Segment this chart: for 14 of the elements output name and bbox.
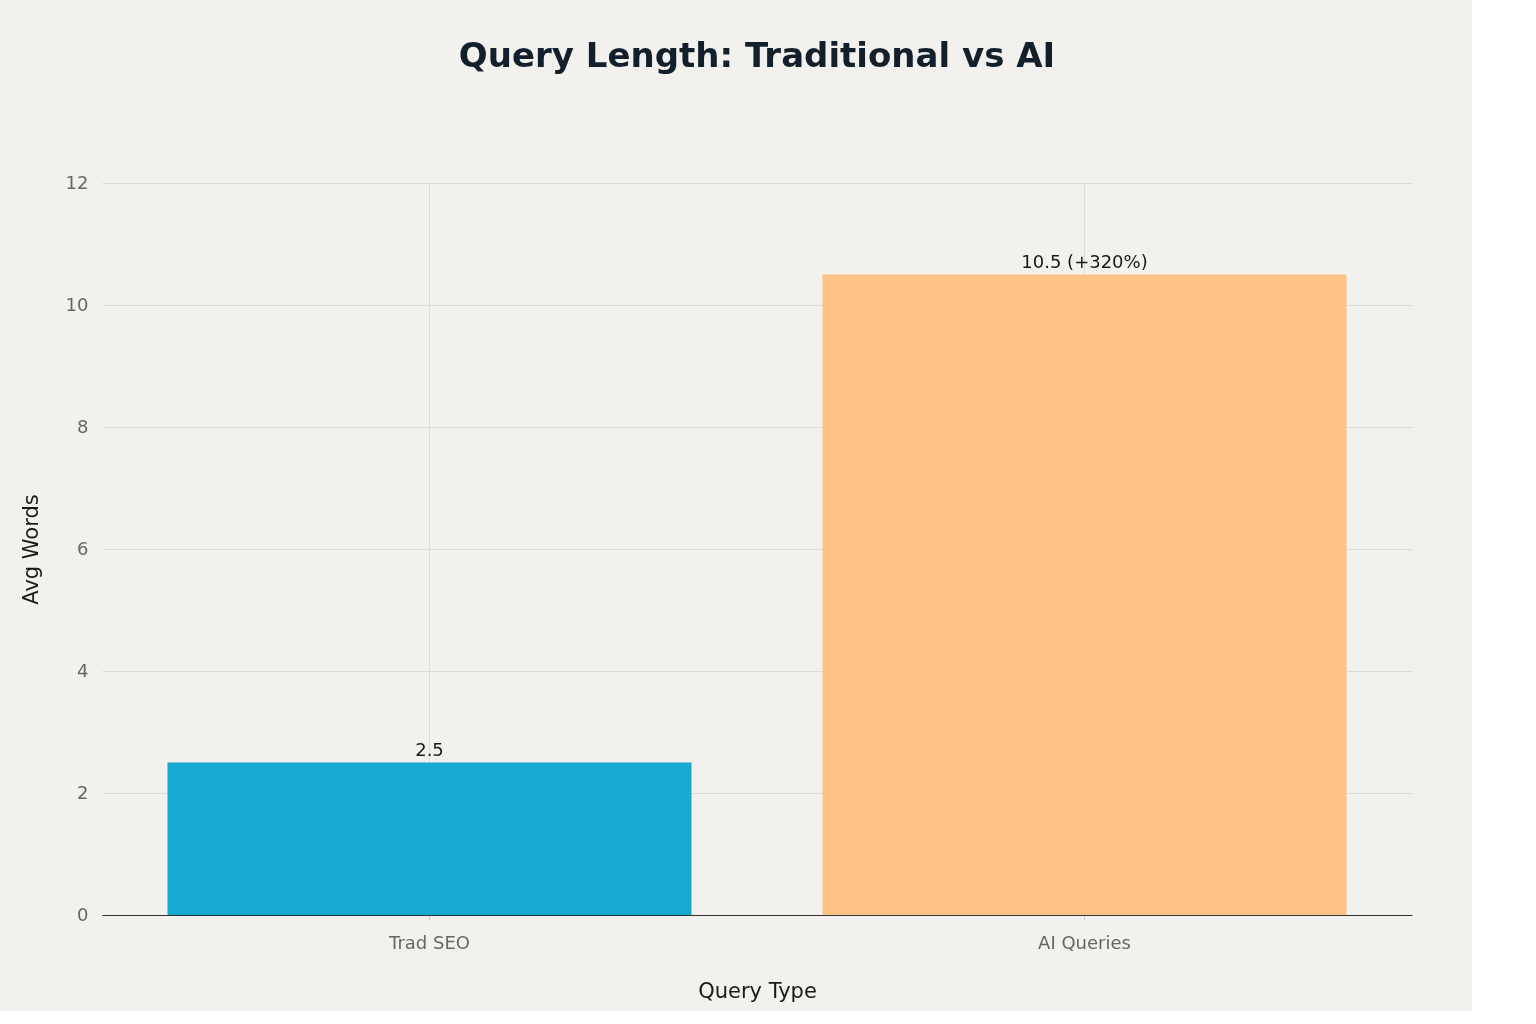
y-tick-label: 0 xyxy=(77,903,89,925)
y-tick-label: 6 xyxy=(77,537,89,559)
y-tick-label: 8 xyxy=(77,415,89,437)
y-axis-title: Avg Words xyxy=(18,494,43,605)
chart-title: Query Length: Traditional vs AI xyxy=(458,35,1056,75)
x-axis-title: Query Type xyxy=(698,978,817,1003)
x-tick-label: AI Queries xyxy=(1038,931,1131,953)
y-tick-label: 4 xyxy=(77,659,89,681)
y-tick-label: 12 xyxy=(65,171,89,193)
data-label: 2.5 xyxy=(415,738,444,760)
data-label: 10.5 (+320%) xyxy=(1021,250,1148,272)
y-tick-label: 2 xyxy=(77,781,89,803)
y-tick-label: 10 xyxy=(65,293,89,315)
x-tick-label: Trad SEO xyxy=(388,931,470,953)
